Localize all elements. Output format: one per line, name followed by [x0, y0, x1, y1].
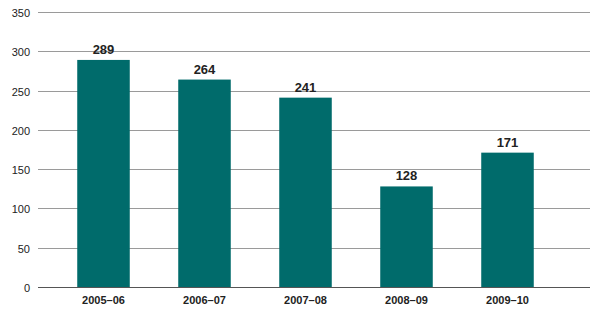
y-tick-label: 150 [12, 164, 30, 176]
bars [77, 60, 534, 287]
chart-container: 0 50 100 150 200 250 300 350 289 264 241 128 171 2005… [0, 0, 593, 313]
data-label: 289 [93, 42, 115, 57]
grid [38, 13, 590, 288]
x-tick-label: 2009–10 [486, 294, 529, 306]
bar [481, 153, 534, 287]
x-tick-label: 2008–09 [385, 294, 428, 306]
data-label: 171 [497, 135, 519, 150]
y-tick-label: 250 [12, 86, 30, 98]
data-label: 264 [194, 62, 216, 77]
bar [279, 98, 332, 287]
data-labels: 289 264 241 128 171 [93, 42, 519, 184]
y-axis: 0 50 100 150 200 250 300 350 [12, 7, 30, 294]
y-tick-label: 50 [18, 243, 30, 255]
y-tick-label: 350 [12, 7, 30, 19]
chart-svg: 0 50 100 150 200 250 300 350 289 264 241 128 171 2005… [0, 0, 593, 313]
baseline [38, 287, 590, 288]
y-tick-label: 100 [12, 203, 30, 215]
grid-line [38, 51, 590, 52]
x-tick-label: 2006–07 [183, 294, 226, 306]
x-axis: 2005–06 2006–07 2007–08 2008–09 2009–10 [82, 294, 529, 306]
data-label: 241 [295, 80, 317, 95]
y-tick-label: 200 [12, 125, 30, 137]
y-tick-label: 300 [12, 46, 30, 58]
bar [178, 80, 231, 287]
data-label: 128 [396, 168, 418, 183]
x-tick-label: 2005–06 [82, 294, 125, 306]
x-tick-label: 2007–08 [284, 294, 327, 306]
grid-line [38, 12, 590, 13]
bar [77, 60, 130, 287]
y-tick-label: 0 [24, 282, 30, 294]
bar [380, 186, 433, 287]
